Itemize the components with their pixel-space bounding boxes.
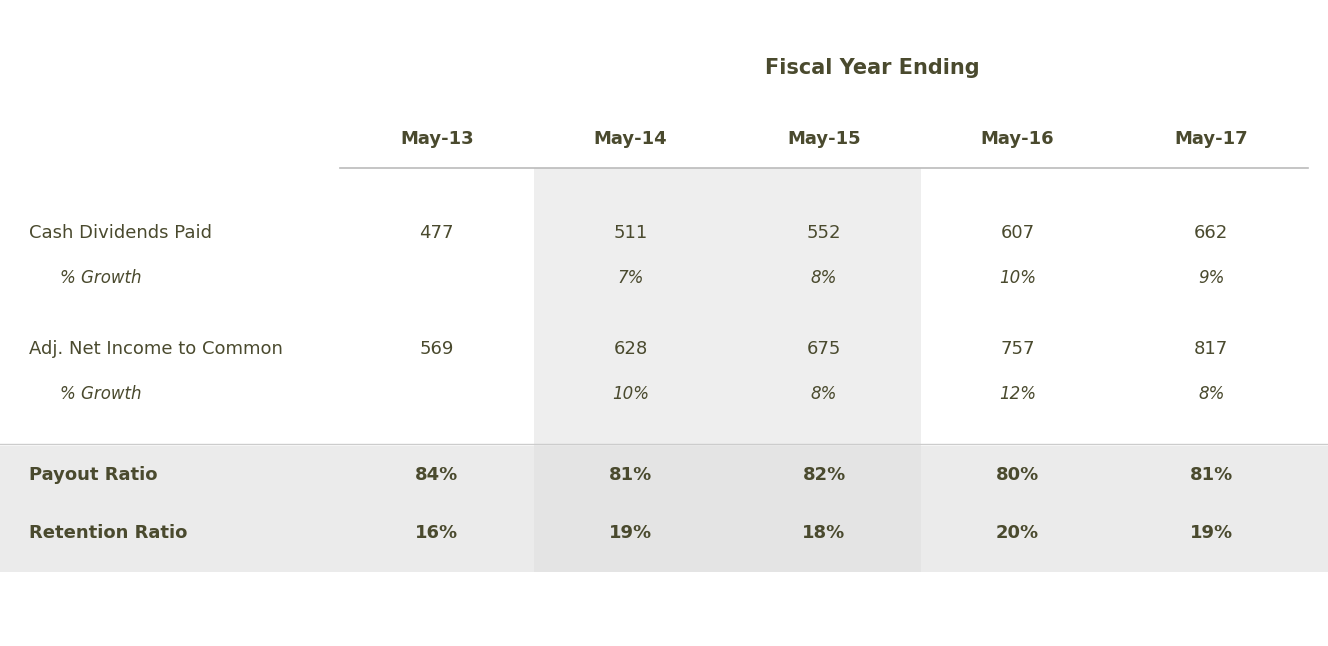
Text: 82%: 82% — [802, 466, 846, 484]
Text: Cash Dividends Paid: Cash Dividends Paid — [29, 224, 212, 242]
Text: 84%: 84% — [416, 466, 458, 484]
Bar — [534, 446, 728, 572]
Text: 569: 569 — [420, 340, 454, 358]
Text: 8%: 8% — [811, 269, 837, 287]
Text: May-17: May-17 — [1174, 130, 1248, 148]
Text: 817: 817 — [1194, 340, 1228, 358]
Bar — [728, 168, 920, 446]
Text: May-13: May-13 — [400, 130, 474, 148]
Text: Retention Ratio: Retention Ratio — [29, 524, 187, 542]
Text: 7%: 7% — [618, 269, 644, 287]
Bar — [534, 168, 728, 446]
Text: 8%: 8% — [811, 385, 837, 403]
Text: 628: 628 — [614, 340, 648, 358]
Text: % Growth: % Growth — [60, 269, 141, 287]
Text: 607: 607 — [1000, 224, 1035, 242]
Text: Payout Ratio: Payout Ratio — [29, 466, 158, 484]
Text: 20%: 20% — [996, 524, 1040, 542]
Text: 19%: 19% — [608, 524, 652, 542]
Text: 9%: 9% — [1198, 269, 1224, 287]
Text: 8%: 8% — [1198, 385, 1224, 403]
Text: 12%: 12% — [999, 385, 1036, 403]
Text: May-16: May-16 — [981, 130, 1054, 148]
Text: 81%: 81% — [1190, 466, 1232, 484]
Text: 675: 675 — [807, 340, 841, 358]
Text: Adj. Net Income to Common: Adj. Net Income to Common — [29, 340, 283, 358]
Text: 10%: 10% — [612, 385, 649, 403]
Text: 757: 757 — [1000, 340, 1035, 358]
Text: 662: 662 — [1194, 224, 1228, 242]
Text: May-14: May-14 — [594, 130, 667, 148]
Text: 10%: 10% — [999, 269, 1036, 287]
Bar — [0, 446, 1328, 572]
Text: May-15: May-15 — [788, 130, 861, 148]
Text: % Growth: % Growth — [60, 385, 141, 403]
Text: 16%: 16% — [416, 524, 458, 542]
Text: 80%: 80% — [996, 466, 1040, 484]
Bar — [728, 446, 920, 572]
Text: 511: 511 — [614, 224, 648, 242]
Text: 18%: 18% — [802, 524, 846, 542]
Text: 552: 552 — [807, 224, 841, 242]
Text: Fiscal Year Ending: Fiscal Year Ending — [765, 58, 980, 78]
Text: 19%: 19% — [1190, 524, 1232, 542]
Text: 477: 477 — [420, 224, 454, 242]
Text: 81%: 81% — [608, 466, 652, 484]
